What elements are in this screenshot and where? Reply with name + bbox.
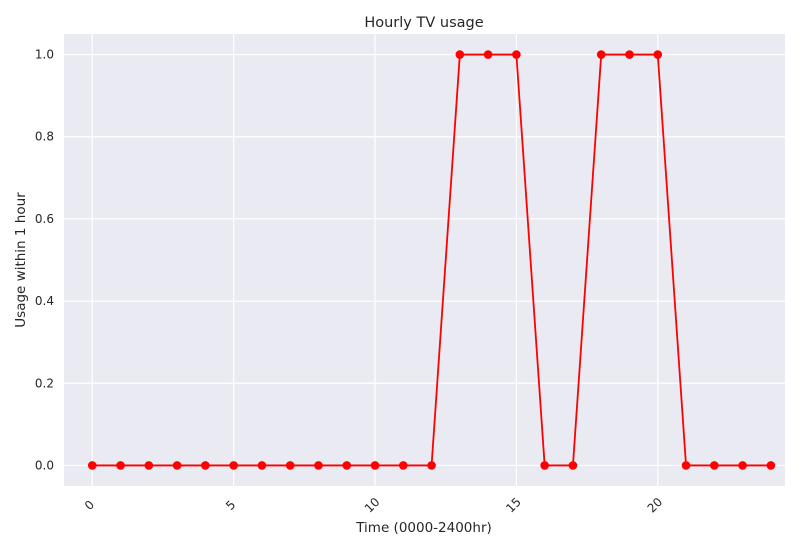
data-point: [201, 461, 210, 470]
data-point: [568, 461, 578, 470]
data-point: [398, 461, 408, 470]
data-point: [229, 461, 238, 470]
y-tick-label: 0.6: [35, 212, 54, 226]
data-point: [455, 50, 465, 59]
y-tick-label: 0.4: [35, 294, 54, 308]
data-point: [596, 50, 606, 59]
data-point: [766, 461, 776, 470]
y-tick-label: 0.8: [35, 130, 54, 144]
data-point: [342, 461, 352, 470]
series-group: [87, 50, 776, 470]
data-point: [427, 461, 436, 470]
data-point: [710, 461, 719, 470]
data-point: [144, 461, 154, 470]
plot-background: [64, 34, 785, 486]
data-point: [87, 461, 97, 470]
y-tick-label: 1.0: [35, 48, 54, 62]
data-point: [314, 461, 323, 470]
chart-title: Hourly TV usage: [364, 15, 483, 31]
x-tick-labels: 0 5 10 15 20: [82, 495, 665, 516]
data-point: [370, 461, 380, 470]
data-point: [540, 461, 549, 470]
y-axis-label: Usage within 1 hour: [13, 192, 29, 328]
data-point: [738, 461, 747, 470]
y-tick-label: 0.2: [35, 376, 54, 390]
x-tick-label: 10: [362, 495, 383, 516]
data-point: [257, 461, 267, 470]
x-tick-label: 5: [223, 498, 238, 513]
x-tick-label: 15: [503, 495, 524, 516]
x-tick-label: 0: [82, 498, 97, 513]
data-point: [285, 461, 295, 470]
data-point: [625, 50, 634, 59]
data-point: [653, 50, 663, 59]
y-tick-label: 0.0: [35, 458, 54, 472]
data-point: [116, 461, 125, 470]
data-point: [483, 50, 493, 59]
y-tick-labels: 0.0 0.2 0.4 0.6 0.8 1.0: [35, 48, 54, 473]
x-tick-label: 20: [645, 495, 666, 516]
data-point: [512, 50, 521, 59]
data-point: [681, 461, 691, 470]
x-axis-label: Time (0000-2400hr): [355, 520, 492, 536]
data-point: [172, 461, 182, 470]
